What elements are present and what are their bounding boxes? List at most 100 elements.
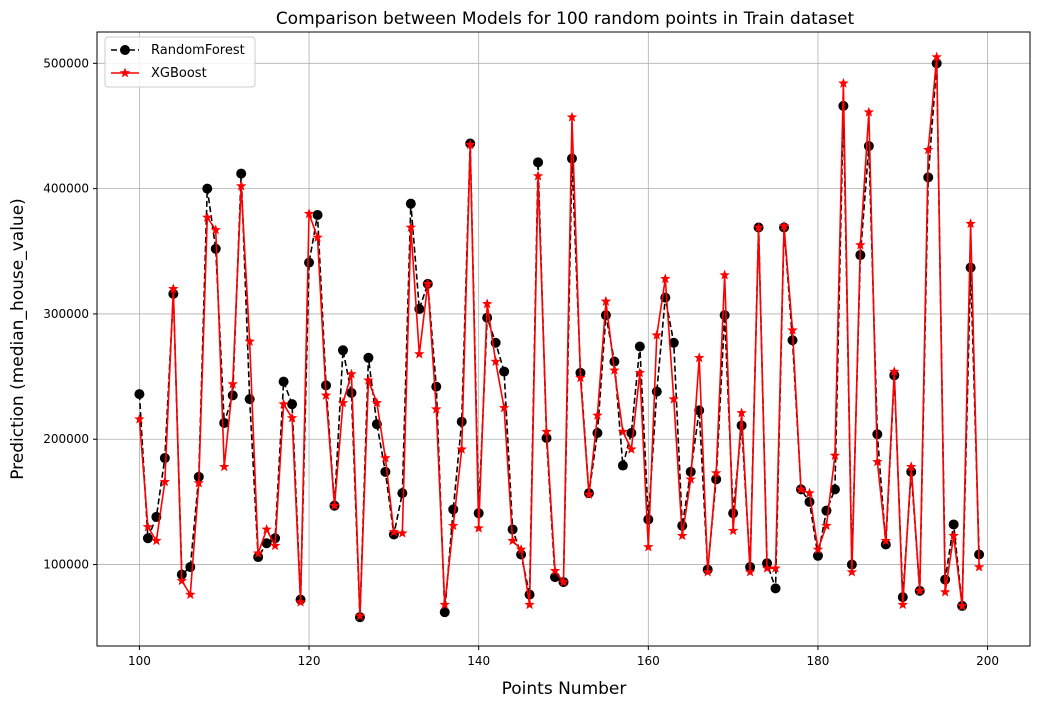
data-point-xgboost xyxy=(269,540,281,551)
data-point-xgboost xyxy=(897,599,908,610)
data-point-xgboost xyxy=(532,170,544,181)
data-point-xgboost xyxy=(685,473,696,484)
data-point-xgboost xyxy=(261,523,272,534)
data-point-randomforest xyxy=(965,262,976,273)
data-point-xgboost xyxy=(202,211,213,222)
data-point-xgboost xyxy=(159,476,171,487)
data-point-xgboost xyxy=(939,586,951,597)
legend-label-xgboost: XGBoost xyxy=(151,66,207,81)
data-point-xgboost xyxy=(804,487,815,498)
data-point-xgboost xyxy=(541,426,552,437)
data-point-randomforest xyxy=(617,460,628,471)
x-tick-label: 160 xyxy=(637,654,660,668)
x-axis-title: Points Number xyxy=(502,679,627,699)
data-point-randomforest xyxy=(278,376,289,387)
data-point-xgboost xyxy=(795,483,807,494)
data-point-xgboost xyxy=(761,562,773,573)
data-point-xgboost xyxy=(651,329,663,340)
legend-box xyxy=(104,36,256,88)
data-point-xgboost xyxy=(142,521,154,532)
data-point-randomforest xyxy=(185,562,196,573)
data-point-randomforest xyxy=(227,390,238,401)
data-point-randomforest xyxy=(533,157,544,168)
data-point-xgboost xyxy=(193,477,205,488)
data-point-xgboost xyxy=(787,324,798,335)
data-point-xgboost xyxy=(405,221,417,232)
data-point-xgboost xyxy=(464,139,476,150)
data-point-randomforest xyxy=(304,257,315,268)
data-point-randomforest xyxy=(948,519,959,530)
data-point-xgboost xyxy=(303,208,315,219)
data-point-xgboost xyxy=(778,220,790,231)
data-point-xgboost xyxy=(931,51,942,62)
data-point-xgboost xyxy=(295,596,306,607)
data-point-xgboost xyxy=(660,273,671,284)
series-line-xgboost xyxy=(138,56,980,617)
data-point-randomforest xyxy=(380,466,391,477)
data-point-randomforest xyxy=(812,550,823,561)
data-point-randomforest xyxy=(499,366,510,377)
data-point-xgboost xyxy=(210,224,221,235)
data-point-randomforest xyxy=(634,341,645,352)
data-point-xgboost xyxy=(252,547,264,558)
data-point-xgboost xyxy=(354,610,366,621)
data-point-xgboost xyxy=(524,599,535,610)
data-point-randomforest xyxy=(439,607,450,618)
legend-marker-xgboost xyxy=(119,67,131,78)
data-point-randomforest xyxy=(626,427,637,438)
y-tick-label: 500000 xyxy=(43,56,89,70)
data-point-randomforest xyxy=(253,552,264,563)
data-point-xgboost xyxy=(388,526,400,537)
legend-label-randomforest: RandomForest xyxy=(151,43,245,58)
data-point-randomforest xyxy=(244,394,255,405)
data-point-xgboost xyxy=(677,530,688,541)
data-point-xgboost xyxy=(456,443,467,454)
data-point-xgboost xyxy=(549,565,561,576)
data-point-xgboost xyxy=(422,278,434,289)
data-point-randomforest xyxy=(261,538,272,549)
data-point-randomforest xyxy=(668,337,679,348)
data-point-xgboost xyxy=(846,566,858,577)
data-point-xgboost xyxy=(973,561,985,572)
data-point-xgboost xyxy=(346,368,357,379)
data-point-xgboost xyxy=(558,576,569,587)
plot-frame xyxy=(96,31,1031,647)
x-tick-label: 120 xyxy=(298,654,321,668)
data-point-randomforest xyxy=(159,453,170,464)
data-point-xgboost xyxy=(753,221,764,232)
data-point-randomforest xyxy=(643,514,654,525)
data-point-xgboost xyxy=(320,389,332,400)
data-point-xgboost xyxy=(583,488,595,499)
data-point-xgboost xyxy=(617,426,629,437)
data-point-xgboost xyxy=(227,378,238,389)
data-point-randomforest xyxy=(202,183,213,194)
data-point-xgboost xyxy=(880,535,892,546)
data-point-xgboost xyxy=(244,336,255,346)
data-point-xgboost xyxy=(278,398,289,409)
data-point-xgboost xyxy=(168,283,179,294)
data-point-randomforest xyxy=(312,209,323,220)
data-point-xgboost xyxy=(872,456,883,467)
data-point-randomforest xyxy=(609,356,620,367)
data-point-xgboost xyxy=(439,599,450,610)
chart-title: Comparison between Models for 100 random… xyxy=(276,9,855,29)
data-point-randomforest xyxy=(134,389,145,400)
x-tick-label: 200 xyxy=(976,654,999,668)
data-point-randomforest xyxy=(770,583,781,594)
data-point-randomforest xyxy=(142,533,153,544)
data-point-xgboost xyxy=(821,520,832,531)
data-point-xgboost xyxy=(736,407,747,418)
data-point-xgboost xyxy=(727,525,739,536)
data-point-randomforest xyxy=(405,198,416,209)
data-point-xgboost xyxy=(219,461,230,472)
data-point-randomforest xyxy=(448,504,459,515)
axis-ticks: 100 120 140 160 180 200 100000 200000 300000 4000… xyxy=(43,56,999,668)
data-point-xgboost xyxy=(566,111,578,122)
data-point-xgboost xyxy=(397,527,408,538)
data-point-randomforest xyxy=(287,399,298,410)
data-point-xgboost xyxy=(922,144,934,155)
data-point-xgboost xyxy=(414,348,425,359)
x-tick-label: 180 xyxy=(807,654,830,668)
